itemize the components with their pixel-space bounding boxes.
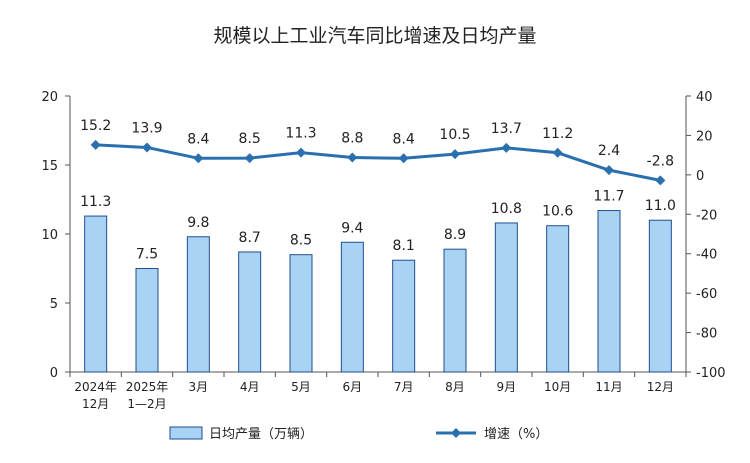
bar (546, 225, 570, 373)
line-point (552, 147, 563, 158)
line-point (398, 153, 409, 164)
line-value-label: 10.5 (439, 127, 470, 143)
right-tick-label: -100 (696, 366, 726, 381)
line-value-label: 8.8 (341, 131, 363, 147)
legend-line-label: 增速（%） (484, 427, 548, 442)
bar-value-label: 8.5 (290, 233, 312, 249)
legend: 日均产量（万辆） 增速（%） (169, 426, 548, 442)
line-point (347, 152, 358, 163)
bar-value-label: 11.0 (645, 198, 676, 214)
bar (392, 259, 416, 373)
right-tick-label: 0 (696, 169, 704, 184)
legend-bar-swatch (169, 426, 203, 440)
x-tick-label: 6月 (343, 380, 363, 394)
line-value-label: 8.4 (187, 131, 209, 147)
chart-title: 规模以上工业汽车同比增速及日均产量 (213, 25, 536, 47)
left-tick-label: 10 (41, 228, 58, 243)
x-tick-label: 10月 (544, 380, 571, 394)
line-point (90, 139, 101, 150)
left-tick-label: 15 (41, 159, 58, 174)
bar (84, 215, 108, 373)
bar (648, 219, 672, 373)
bar (186, 236, 210, 373)
legend-bar-label: 日均产量（万辆） (209, 427, 313, 442)
growth-line (95, 143, 661, 182)
bar-value-label: 8.1 (393, 238, 415, 254)
bar-value-label: 10.8 (491, 201, 522, 217)
x-tick-label: 4月 (240, 380, 260, 394)
x-tick-label: 12月 (82, 397, 109, 411)
line-point (193, 153, 204, 164)
line-value-label: 13.9 (131, 120, 162, 136)
bar (289, 254, 313, 373)
bar-value-label: 10.6 (542, 204, 573, 220)
line-value-label: 15.2 (80, 118, 111, 134)
line-point (142, 142, 152, 153)
bar-value-label: 8.9 (444, 227, 466, 243)
right-tick-label: -40 (696, 248, 717, 263)
x-tick-label: 2025年 (126, 380, 169, 394)
x-tick-label: 1—2月 (127, 397, 166, 411)
bar (135, 268, 159, 373)
line-series: 15.2 13.9 8.4 8.5 11.3 8.8 8.4 10.5 13.7 11.2 2.4 -… (80, 118, 674, 186)
line-value-label: 2.4 (598, 143, 620, 159)
x-tick-label: 2024年 (74, 380, 117, 394)
x-tick-label: 3月 (189, 380, 209, 394)
x-tick-label: 12月 (647, 380, 674, 394)
axes: 0 5 10 15 20 -100 -80 -60 -40 -20 0 20 40 2024年 12月 202… (41, 90, 725, 411)
bar (597, 210, 621, 373)
bar (443, 248, 467, 373)
line-value-label: 13.7 (491, 121, 522, 137)
bar-value-label: 9.8 (187, 215, 209, 231)
line-value-label: 8.4 (393, 131, 415, 147)
line-point (604, 165, 614, 176)
right-tick-label: 40 (696, 90, 713, 105)
line-value-label: 11.2 (542, 126, 573, 142)
bar (340, 241, 364, 373)
line-value-label: 11.3 (285, 126, 316, 142)
left-tick-label: 0 (50, 366, 58, 381)
line-point (450, 149, 460, 160)
right-tick-label: -60 (696, 287, 717, 302)
x-tick-label: 9月 (497, 380, 517, 394)
bar-value-label: 9.4 (341, 220, 363, 236)
line-value-label: -2.8 (647, 153, 674, 169)
line-point (296, 147, 306, 158)
x-tick-label: 5月 (291, 380, 311, 394)
bar-value-label: 11.7 (593, 189, 624, 205)
bar (238, 251, 262, 373)
left-tick-label: 20 (41, 90, 58, 105)
x-tick-label: 8月 (445, 380, 465, 394)
right-tick-label: -80 (696, 327, 717, 342)
line-point (501, 142, 512, 153)
line-value-label: 8.5 (239, 131, 261, 147)
bar (494, 222, 518, 373)
right-tick-label: 20 (696, 129, 713, 144)
bar-value-label: 8.7 (239, 230, 261, 246)
bar-value-label: 7.5 (136, 247, 158, 263)
line-point (244, 153, 255, 164)
x-tick-label: 7月 (394, 380, 414, 394)
x-tick-label: 11月 (595, 380, 622, 394)
right-tick-label: -20 (696, 208, 717, 223)
left-tick-label: 5 (50, 297, 58, 312)
bar-value-label: 11.3 (80, 194, 111, 210)
bar-series: 11.3 7.5 9.8 8.7 8.5 9.4 8.1 8.9 10.8 10.6 11.7 11.… (80, 189, 676, 373)
line-point (655, 175, 666, 186)
legend-line-marker (451, 428, 461, 438)
